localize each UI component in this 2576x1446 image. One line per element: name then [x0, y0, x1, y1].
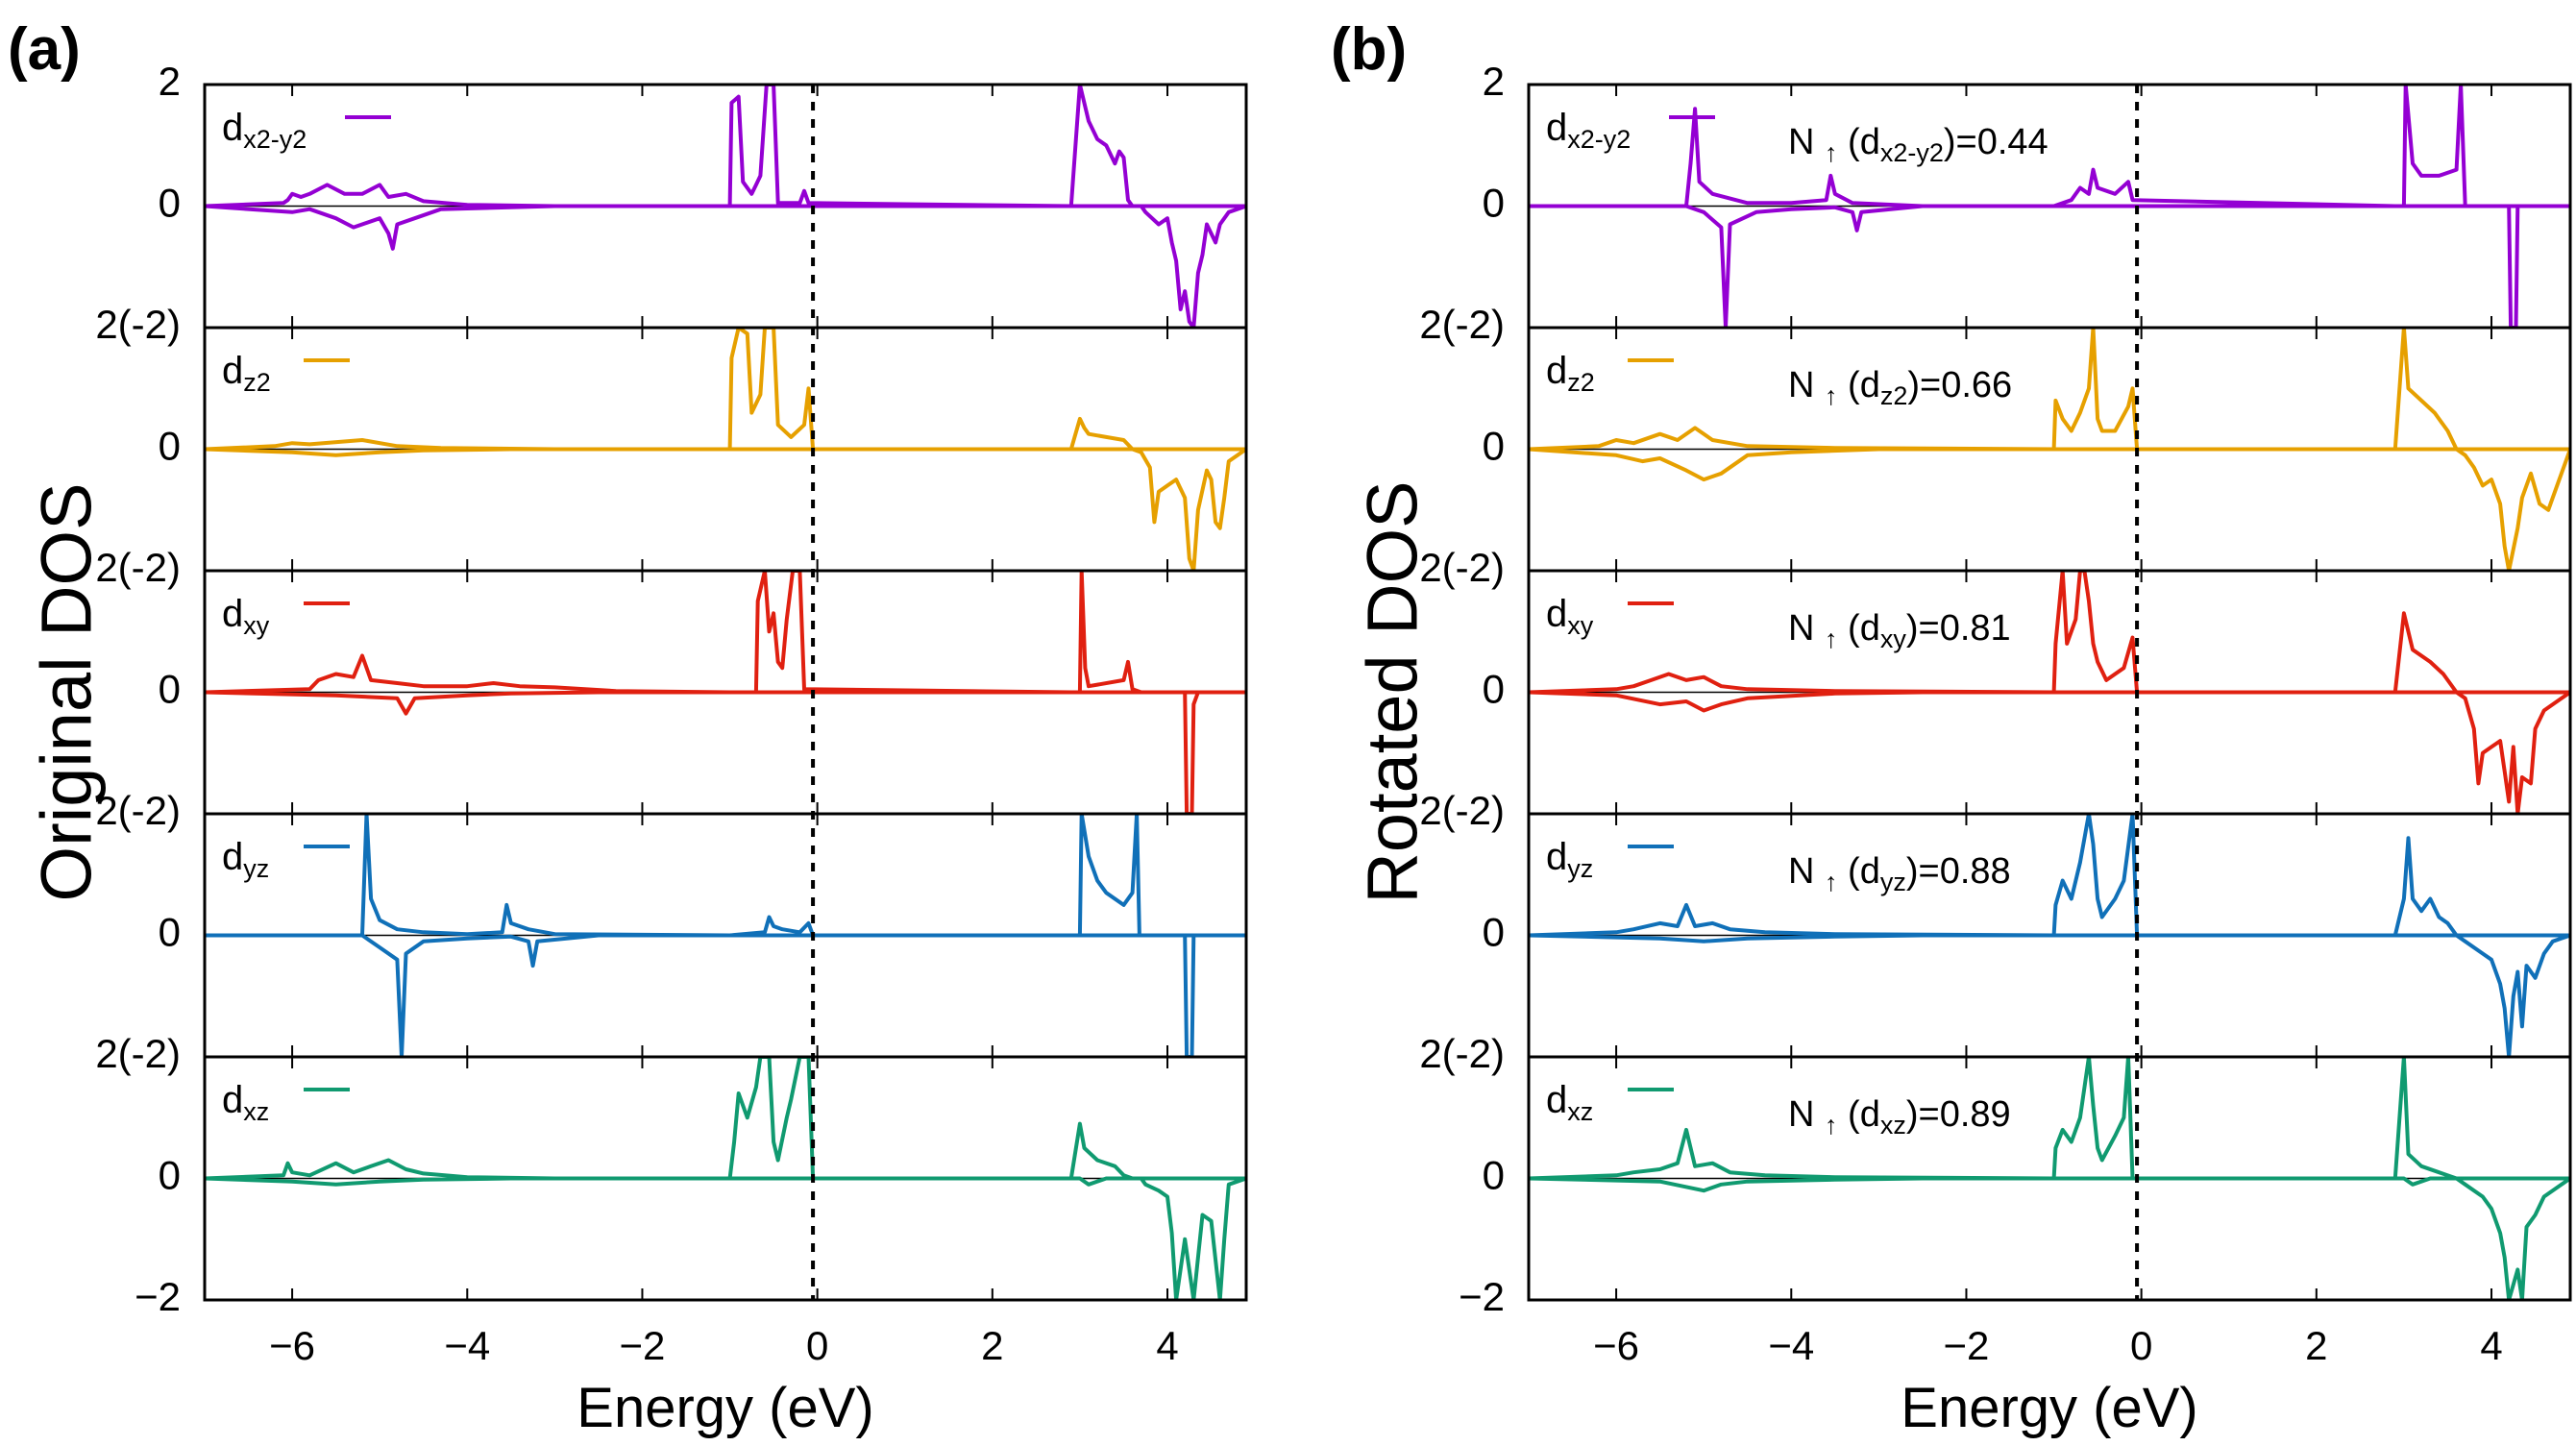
- occupation-annotation: N ↑ (dx2-y2)=0.44: [1788, 122, 2049, 167]
- series-dyz-spin-down: [205, 933, 1246, 1057]
- y-tick-label: 0: [159, 667, 181, 712]
- y-tick-label: 0: [1483, 667, 1505, 712]
- subplot-dx2-y2: dx2-y2: [203, 83, 1248, 330]
- panel-letter: (b): [1331, 16, 1407, 83]
- y-tick-label: 2: [159, 59, 181, 104]
- occupation-annotation: N ↑ (dxy)=0.81: [1788, 608, 2011, 653]
- y-tick-label: 0: [1483, 910, 1505, 955]
- y-tick-label: −2: [1459, 1274, 1505, 1319]
- x-tick-label: 2: [2305, 1323, 2327, 1368]
- x-tick-label: −6: [1593, 1323, 1639, 1368]
- y-tick-label: 2(-2): [1419, 545, 1505, 590]
- occupation-annotation: N ↑ (dyz)=0.88: [1788, 851, 2011, 896]
- panel-1: (b) Rotated DOS Energy (eV) 2 0 2(-2) 0 2(-2) 0 2…: [1331, 16, 2572, 1439]
- y-tick-label: −2: [135, 1274, 181, 1319]
- subplot-dyz: dyz N ↑ (dyz)=0.88: [1527, 812, 2572, 1059]
- subplot-dyz: dyz: [203, 812, 1248, 1059]
- legend-label-dz2: dz2: [222, 350, 271, 397]
- series-dxz-spin-up: [205, 1057, 1246, 1181]
- series-dyz-spin-down: [1529, 933, 2570, 1057]
- y-tick-label: 0: [1483, 424, 1505, 469]
- series-dxz-spin-down: [205, 1176, 1246, 1300]
- series-dyz-spin-up: [1529, 814, 2570, 938]
- y-tick-label: 0: [1483, 1153, 1505, 1198]
- y-tick-label: 2(-2): [95, 1031, 181, 1076]
- series-dxy-spin-up: [205, 571, 1246, 695]
- y-tick-label: 2(-2): [95, 302, 181, 347]
- x-tick-label: 4: [2480, 1323, 2502, 1368]
- legend-label-dxz: dxz: [1546, 1079, 1593, 1126]
- series-dx2-y2-spin-up: [1529, 85, 2570, 208]
- y-tick-label: 0: [1483, 181, 1505, 226]
- x-tick-label: 0: [806, 1323, 828, 1368]
- y-tick-label: 0: [159, 910, 181, 955]
- series-dx2-y2-spin-up: [205, 85, 1246, 208]
- subplot-frame: [1527, 1055, 2572, 1302]
- series-dx2-y2-spin-down: [205, 204, 1246, 328]
- x-tick-label: 0: [2130, 1323, 2152, 1368]
- subplot-dz2: dz2 N ↑ (dz2)=0.66: [1527, 326, 2572, 573]
- y-axis-label: Rotated DOS: [1353, 480, 1433, 903]
- series-dz2-spin-down: [1529, 447, 2570, 571]
- x-tick-label: 2: [981, 1323, 1003, 1368]
- y-tick-label: 2(-2): [95, 545, 181, 590]
- subplot-dxy: dxy N ↑ (dxy)=0.81: [1527, 569, 2572, 816]
- y-tick-label: 2: [1483, 59, 1505, 104]
- series-dz2-spin-down: [205, 447, 1246, 571]
- y-tick-label: 0: [159, 1153, 181, 1198]
- y-axis-label: Original DOS: [27, 483, 107, 902]
- legend-label-dx2-y2: dx2-y2: [1546, 107, 1631, 154]
- occupation-annotation: N ↑ (dz2)=0.66: [1788, 365, 2012, 410]
- legend-label-dz2: dz2: [1546, 350, 1595, 397]
- y-tick-label: 2(-2): [1419, 1031, 1505, 1076]
- subplot-dxz: dxz N ↑ (dxz)=0.89: [1527, 1055, 2572, 1302]
- series-dz2-spin-up: [205, 328, 1246, 452]
- y-tick-label: 0: [159, 424, 181, 469]
- series-dxz-spin-down: [1529, 1176, 2570, 1300]
- y-tick-label: 2(-2): [95, 788, 181, 833]
- x-tick-label: −2: [1944, 1323, 1990, 1368]
- x-tick-label: −4: [1768, 1323, 1814, 1368]
- x-tick-label: −4: [444, 1323, 490, 1368]
- x-axis-label: Energy (eV): [577, 1377, 873, 1439]
- series-dxy-spin-down: [205, 690, 1246, 814]
- series-dxz-spin-up: [1529, 1057, 2570, 1181]
- subplot-dz2: dz2: [203, 326, 1248, 573]
- y-tick-label: 2(-2): [1419, 788, 1505, 833]
- legend-label-dxz: dxz: [222, 1079, 269, 1126]
- occupation-annotation: N ↑ (dxz)=0.89: [1788, 1094, 2011, 1140]
- series-dxy-spin-up: [1529, 571, 2570, 695]
- legend-label-dyz: dyz: [222, 836, 269, 883]
- subplot-dxz: dxz: [203, 1055, 1248, 1302]
- subplot-dxy: dxy: [203, 569, 1248, 816]
- y-tick-label: 0: [159, 181, 181, 226]
- panel-letter: (a): [8, 16, 81, 83]
- x-tick-label: −2: [620, 1323, 666, 1368]
- y-tick-label: 2(-2): [1419, 302, 1505, 347]
- x-axis-label: Energy (eV): [1901, 1377, 2197, 1439]
- legend-label-dxy: dxy: [1546, 593, 1594, 640]
- subplot-dx2-y2: dx2-y2 N ↑ (dx2-y2)=0.44: [1527, 83, 2572, 330]
- series-dx2-y2-spin-down: [1529, 204, 2570, 328]
- series-dz2-spin-up: [1529, 328, 2570, 452]
- legend-label-dyz: dyz: [1546, 836, 1593, 883]
- x-tick-label: 4: [1156, 1323, 1178, 1368]
- x-tick-label: −6: [269, 1323, 315, 1368]
- series-dyz-spin-up: [205, 814, 1246, 938]
- subplot-frame: [203, 1055, 1248, 1302]
- panel-0: (a) Original DOS Energy (eV) 2 0 2(-2) 0 2(-2) 0…: [8, 16, 1248, 1439]
- series-dxy-spin-down: [1529, 690, 2570, 814]
- legend-label-dxy: dxy: [222, 593, 270, 640]
- legend-label-dx2-y2: dx2-y2: [222, 107, 307, 154]
